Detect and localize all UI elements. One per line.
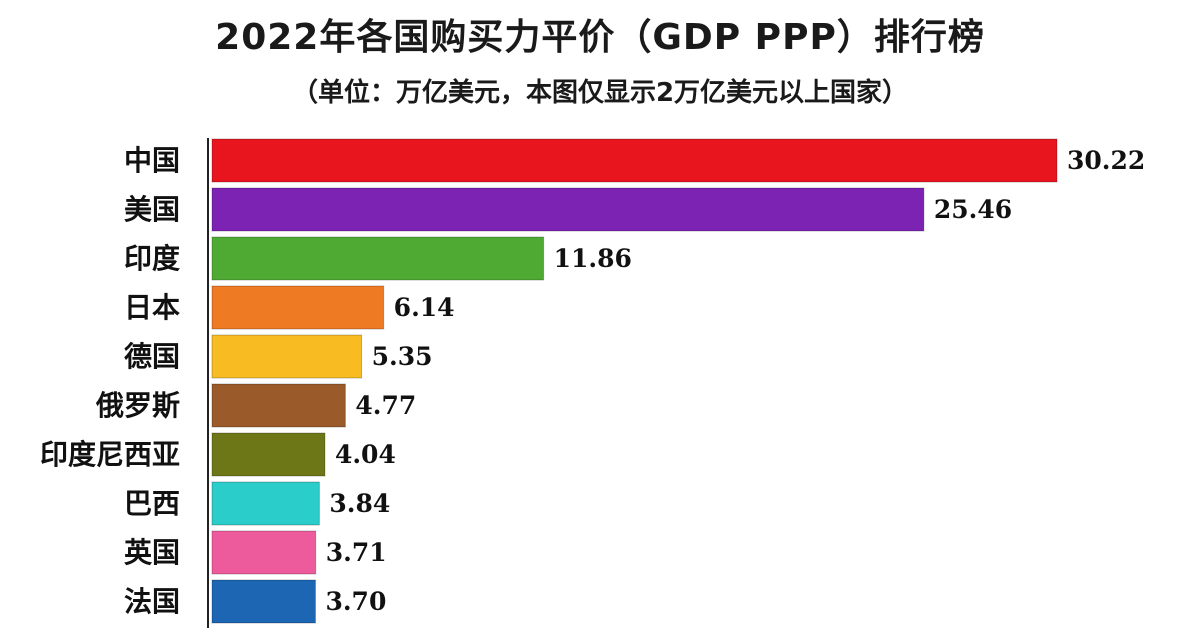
- value-label-6: 4.04: [335, 440, 396, 469]
- chart-title: 2022年各国购买力平价（GDP PPP）排行榜: [215, 17, 985, 58]
- value-label-8: 3.71: [326, 538, 387, 567]
- category-label-9: 法国: [124, 585, 180, 618]
- category-label-2: 印度: [124, 242, 180, 275]
- bar-2: [211, 236, 545, 281]
- value-label-9: 3.70: [325, 587, 386, 616]
- value-label-5: 4.77: [355, 391, 416, 420]
- value-label-2: 11.86: [554, 244, 632, 273]
- bar-7: [211, 481, 320, 526]
- category-label-8: 英国: [124, 536, 180, 569]
- category-label-5: 俄罗斯: [95, 389, 180, 422]
- category-label-4: 德国: [124, 340, 180, 373]
- value-label-1: 25.46: [934, 195, 1012, 224]
- bar-5: [211, 383, 346, 428]
- value-label-0: 30.22: [1067, 146, 1145, 175]
- category-label-7: 巴西: [124, 487, 180, 520]
- value-label-3: 6.14: [394, 293, 455, 322]
- bar-4: [211, 334, 363, 379]
- bar-1: [211, 187, 925, 232]
- category-label-0: 中国: [124, 144, 180, 177]
- chart-subtitle: （单位：万亿美元，本图仅显示2万亿美元以上国家）: [291, 78, 909, 108]
- bar-3: [211, 285, 385, 330]
- bar-8: [211, 530, 317, 575]
- bar-0: [211, 138, 1058, 183]
- value-label-7: 3.84: [329, 489, 390, 518]
- bar-9: [211, 579, 316, 624]
- value-label-4: 5.35: [372, 342, 433, 371]
- category-label-3: 日本: [124, 291, 180, 324]
- bar-6: [211, 432, 326, 477]
- category-label-6: 印度尼西亚: [40, 438, 180, 471]
- category-label-1: 美国: [124, 193, 180, 226]
